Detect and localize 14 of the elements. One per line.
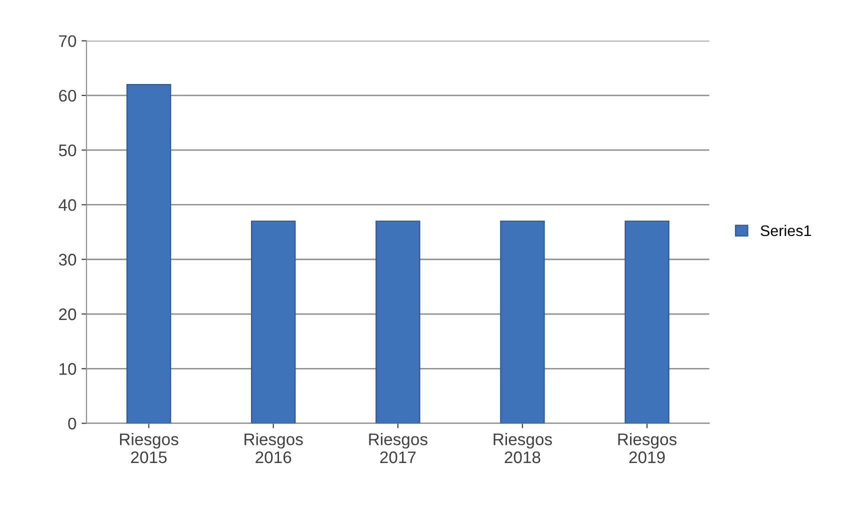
- y-tick-label: 30: [58, 254, 76, 266]
- y-tick-label: 0: [68, 418, 76, 430]
- y-tick-label: 10: [60, 363, 76, 375]
- x-tick-label: Riesgos 2015: [120, 433, 178, 464]
- y-tick-label: 70: [59, 35, 76, 48]
- y-tick-label: 20: [59, 308, 76, 320]
- x-tick-label: Riesgos 2017: [369, 433, 428, 464]
- x-tick-label: Riesgos 2016: [244, 433, 303, 464]
- legend-label: Series1: [760, 224, 812, 236]
- x-tick-label: Riesgos 2019: [618, 433, 677, 464]
- y-tick-label: 40: [58, 199, 76, 211]
- y-tick-label: 50: [58, 144, 76, 156]
- x-tick-label: Riesgos 2018: [494, 433, 552, 464]
- y-tick-label: 60: [59, 90, 76, 102]
